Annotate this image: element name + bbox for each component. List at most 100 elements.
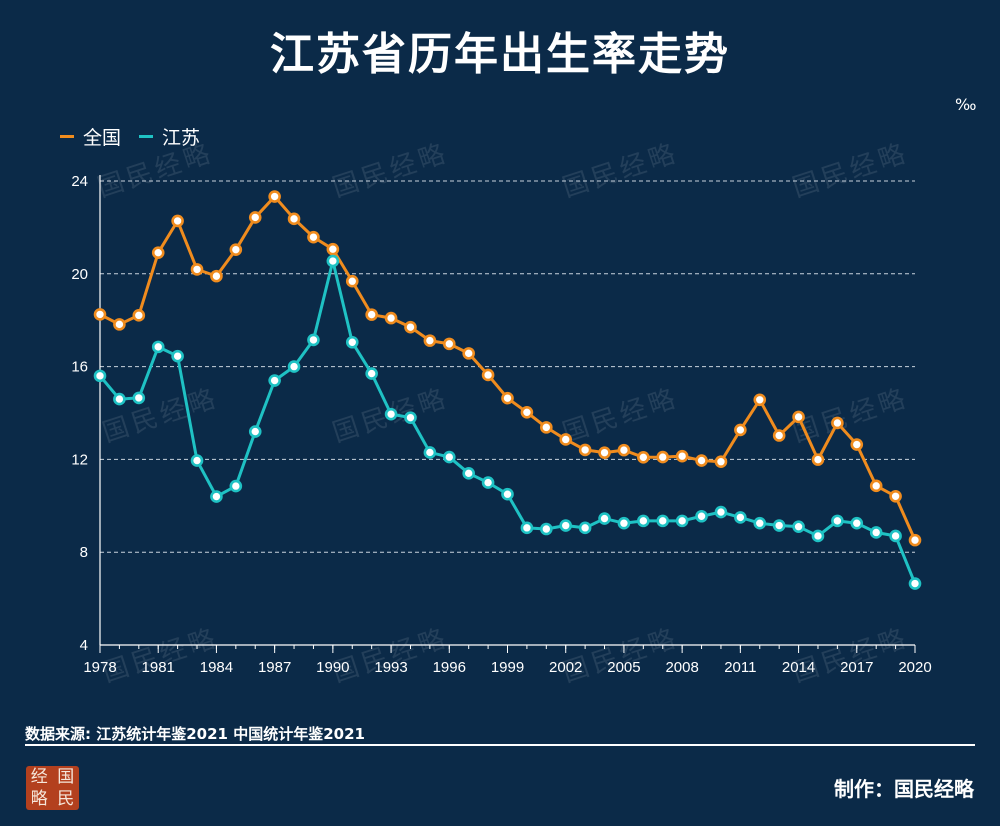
data-point-jiangsu: [345, 335, 359, 349]
data-point-national: [171, 214, 184, 228]
line-chart: 4 8 12 16 20 24 1978 1981 1984 1987 1990 1993 1996 19…: [71, 173, 931, 676]
data-point-national: [520, 406, 534, 419]
data-point-national: [248, 211, 262, 224]
data-point-jiangsu: [132, 391, 146, 405]
data-point-national: [113, 318, 126, 331]
data-point-jiangsu: [93, 369, 107, 383]
data-point-national: [365, 308, 378, 321]
data-point-jiangsu: [578, 521, 592, 535]
x-tick-label: 1993: [374, 659, 407, 676]
logo-char: 略: [30, 789, 48, 809]
data-point-national: [772, 429, 786, 442]
data-point-jiangsu: [423, 446, 437, 459]
data-point-national: [792, 410, 805, 424]
data-point-national: [423, 334, 437, 347]
data-point-jiangsu: [307, 333, 320, 347]
x-tick-label: 2020: [898, 659, 931, 676]
data-point-jiangsu: [287, 360, 301, 373]
data-point-jiangsu: [113, 392, 126, 406]
data-point-jiangsu: [617, 516, 631, 530]
y-tick-label: 24: [71, 173, 88, 190]
data-point-jiangsu: [520, 521, 534, 535]
data-point-national: [617, 443, 631, 457]
data-point-jiangsu: [675, 514, 689, 528]
x-tick-label: 1990: [316, 659, 349, 676]
data-point-national: [307, 230, 320, 244]
data-point-national: [637, 451, 650, 464]
data-point-jiangsu: [831, 514, 844, 528]
data-point-jiangsu: [869, 526, 883, 539]
legend-label-jiangsu: 江苏: [162, 127, 201, 149]
data-point-national: [869, 479, 883, 493]
data-point-jiangsu: [772, 519, 786, 532]
data-point-national: [734, 423, 747, 437]
x-tick-label: 2014: [782, 659, 815, 676]
data-point-jiangsu: [171, 349, 184, 363]
data-point-national: [578, 443, 592, 457]
x-tick-label: 1978: [83, 659, 116, 676]
chart-title: 江苏省历年出生率走势: [270, 29, 730, 80]
credit-text: 制作：国民经略: [834, 777, 974, 801]
data-point-jiangsu: [404, 411, 417, 424]
source-note: 数据来源: 江苏统计年鉴2021 中国统计年鉴2021: [25, 725, 365, 743]
data-point-jiangsu: [811, 529, 825, 543]
data-point-jiangsu: [792, 520, 805, 533]
data-point-national: [889, 489, 902, 503]
data-point-jiangsu: [889, 529, 902, 543]
divider: [25, 744, 975, 746]
data-point-national: [850, 438, 864, 451]
data-point-jiangsu: [268, 374, 281, 387]
data-point-national: [384, 311, 398, 325]
data-point-national: [831, 416, 844, 430]
data-point-national: [229, 243, 243, 256]
legend-item-national: 全国: [60, 123, 121, 150]
x-tick-label: 2002: [549, 659, 582, 676]
data-point-jiangsu: [714, 505, 728, 519]
data-point-jiangsu: [656, 514, 670, 528]
data-point-national: [540, 421, 553, 434]
data-point-national: [714, 455, 728, 469]
data-point-national: [268, 190, 281, 203]
legend-item-jiangsu: 江苏: [139, 123, 200, 150]
y-tick-label: 16: [71, 359, 88, 376]
x-tick-label: 1987: [258, 659, 291, 676]
x-tick-label: 2005: [607, 659, 640, 676]
data-point-jiangsu: [248, 425, 262, 438]
legend-swatch-national: [60, 135, 74, 138]
data-point-national: [675, 449, 689, 463]
logo-char: 经: [30, 767, 48, 787]
brand-logo: 经 国 略 民: [26, 766, 79, 810]
data-point-national: [404, 320, 417, 334]
x-tick-label: 1984: [200, 659, 233, 676]
data-point-national: [695, 454, 708, 467]
data-point-jiangsu: [384, 407, 398, 421]
x-tick-label: 2017: [840, 659, 873, 676]
y-tick-label: 4: [80, 637, 88, 654]
data-point-jiangsu: [229, 479, 243, 493]
y-tick-label: 8: [80, 544, 88, 561]
data-point-jiangsu: [908, 577, 922, 590]
legend-label-national: 全国: [83, 127, 122, 149]
logo-char: 民: [57, 789, 75, 809]
data-point-jiangsu: [695, 509, 708, 523]
data-point-jiangsu: [753, 516, 767, 530]
x-tick-label: 2008: [665, 659, 698, 676]
data-point-national: [481, 368, 495, 382]
y-tick-label: 20: [71, 266, 88, 283]
data-point-national: [811, 453, 825, 466]
data-point-national: [93, 308, 107, 321]
data-point-jiangsu: [598, 512, 611, 525]
data-point-jiangsu: [850, 516, 864, 530]
legend-swatch-jiangsu: [139, 135, 154, 138]
x-tick-label: 1981: [142, 659, 175, 676]
data-point-national: [151, 246, 165, 259]
data-point-national: [462, 347, 475, 360]
data-point-jiangsu: [734, 511, 747, 524]
data-point-national: [598, 446, 611, 459]
data-point-jiangsu: [210, 490, 223, 503]
data-point-national: [753, 393, 767, 407]
data-point-national: [345, 274, 359, 288]
data-point-national: [132, 309, 146, 322]
data-point-jiangsu: [501, 487, 514, 501]
data-point-national: [501, 391, 514, 405]
